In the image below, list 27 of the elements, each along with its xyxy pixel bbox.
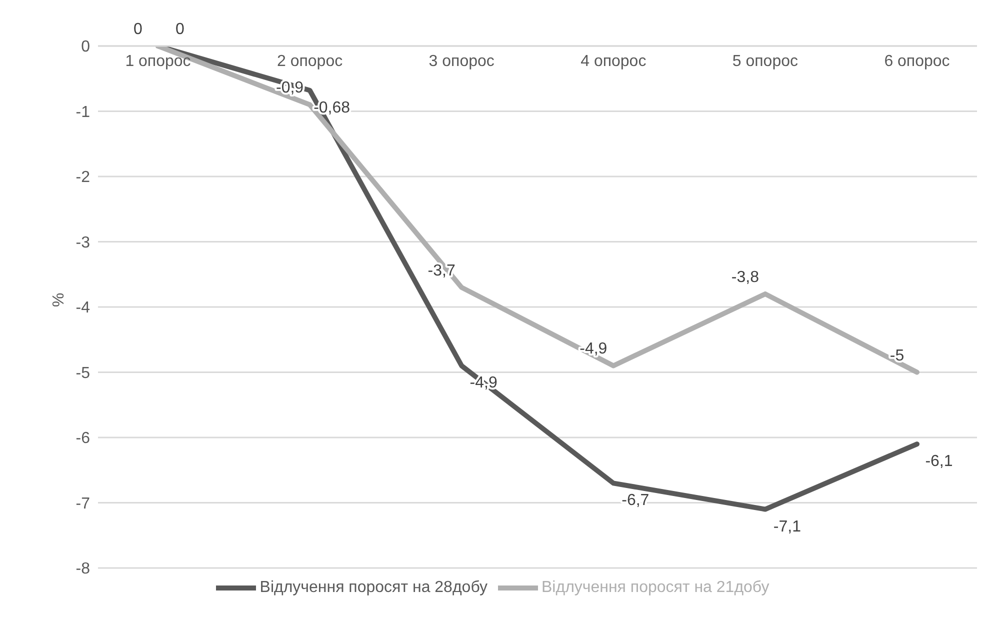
x-tick-label: 1 опорос xyxy=(125,53,191,70)
y-axis-title: % xyxy=(50,292,68,307)
data-label: -6,7 xyxy=(622,492,650,510)
legend-label: Відлучення поросят на 21добу xyxy=(542,579,770,596)
y-tick-label: 0 xyxy=(81,38,90,56)
y-tick-label: -5 xyxy=(76,364,90,382)
y-tick-label: -8 xyxy=(76,560,90,578)
data-label: -5 xyxy=(890,347,904,364)
data-label: 0 xyxy=(176,21,185,38)
legend-label: Відлучення поросят на 28добу xyxy=(260,579,488,596)
y-tick-label: -3 xyxy=(76,234,90,252)
y-tick-label: -1 xyxy=(76,104,90,121)
y-tick-label: -2 xyxy=(76,169,90,186)
y-tick-label: -7 xyxy=(76,495,90,512)
y-tick-label: -4 xyxy=(76,300,90,317)
x-tick-label: 4 опорос xyxy=(580,53,646,70)
data-label: -7,1 xyxy=(773,518,802,536)
data-label: -6,1 xyxy=(925,453,953,470)
y-tick-label: -6 xyxy=(76,430,90,448)
x-tick-label: 2 опорос xyxy=(276,53,343,70)
data-label: -3,8 xyxy=(731,268,760,286)
x-tick-label: 3 опорос xyxy=(428,53,494,70)
x-tick-label: 6 опорос xyxy=(884,53,950,70)
data-label: -3,7 xyxy=(428,262,456,280)
data-label: -4,9 xyxy=(580,340,608,358)
x-tick-label: 5 опорос xyxy=(732,53,798,70)
data-label: 0 xyxy=(134,21,143,38)
